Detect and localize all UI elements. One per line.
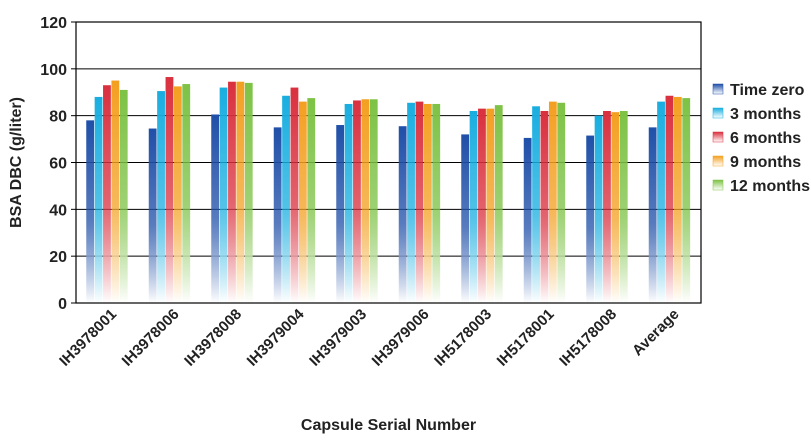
bar-IH3979004-3-months: [282, 95, 290, 303]
bar-IH3979006-time-zero: [398, 126, 407, 304]
legend-label: 6 months: [730, 130, 801, 147]
bar-IH3978008-3-months: [219, 87, 228, 303]
bar-IH5178008-6-months: [603, 110, 611, 303]
x-tick-label: Average: [629, 306, 682, 359]
bar-IH5178003-6-months: [478, 108, 486, 304]
bar-IH3979004-6-months: [290, 87, 299, 303]
bar-IH3979006-6-months: [415, 101, 424, 303]
y-tick-label: 20: [49, 249, 67, 266]
bar-IH3979006-12-months: [432, 103, 441, 303]
y-tick-label: 40: [49, 202, 67, 219]
bar-Average-9-months: [673, 96, 682, 303]
bar-IH5178008-3-months: [594, 115, 603, 304]
bar-IH3978006-6-months: [165, 77, 174, 303]
legend-swatch: [712, 155, 724, 167]
bar-IH3978008-6-months: [228, 81, 236, 304]
bar-IH5178003-time-zero: [461, 134, 470, 303]
bar-Average-time-zero: [648, 127, 657, 303]
legend: Time zero 3 months 6 months 9 months 12 mont…: [712, 82, 810, 195]
x-tick-label: IH3978008: [181, 306, 245, 370]
bar-IH3978001-3-months: [94, 96, 103, 303]
x-tick-label: IH3979006: [369, 306, 433, 370]
x-axis-label: Capsule Serial Number: [301, 417, 476, 434]
bar-IH3978006-9-months: [173, 86, 182, 303]
bar-IH3979004-12-months: [307, 98, 316, 304]
x-tick-label: IH5178003: [431, 306, 495, 370]
legend-swatch: [712, 107, 724, 119]
bar-IH3979006-3-months: [407, 102, 415, 303]
bar-IH5178001-3-months: [532, 106, 540, 303]
legend-label: Time zero: [730, 82, 805, 99]
x-tick-label: IH3979003: [306, 306, 370, 370]
bar-IH3979004-time-zero: [273, 127, 282, 303]
bar-IH3978001-9-months: [111, 80, 120, 304]
bar-IH3978006-time-zero: [148, 128, 157, 303]
bar-IH5178008-12-months: [619, 110, 628, 303]
y-tick-label: 120: [40, 15, 67, 32]
x-tick-label: IH3979004: [244, 305, 308, 369]
x-tick-label: IH5178001: [494, 306, 558, 370]
bar-IH3979003-12-months: [369, 99, 378, 304]
bar-IH3978006-12-months: [182, 84, 191, 303]
bar-IH5178003-3-months: [469, 110, 478, 303]
bar-Average-12-months: [682, 98, 691, 304]
bar-IH3978001-12-months: [119, 89, 128, 304]
bar-IH5178001-12-months: [557, 102, 566, 303]
bar-IH3979004-9-months: [298, 101, 307, 303]
bar-IH3978008-12-months: [244, 82, 253, 303]
bar-Average-3-months: [657, 101, 665, 303]
x-tick-label: IH5178008: [556, 306, 620, 370]
bar-IH3979006-9-months: [423, 103, 432, 303]
y-axis-ticks: 0 20 40 60 80 100 120: [40, 15, 76, 313]
legend-swatch: [712, 83, 724, 95]
bar-IH5178001-9-months: [548, 101, 557, 303]
bar-IH5178003-9-months: [486, 108, 495, 304]
bar-IH3979003-time-zero: [336, 125, 345, 304]
bar-IH3978008-9-months: [236, 81, 245, 304]
legend-swatch: [712, 131, 724, 143]
x-tick-label: IH3978006: [119, 306, 183, 370]
bar-IH3979003-6-months: [353, 100, 361, 303]
bar-IH3978006-3-months: [157, 91, 165, 304]
bar-IH3979003-3-months: [344, 103, 353, 303]
bar-IH5178001-time-zero: [523, 137, 532, 303]
bar-IH5178008-time-zero: [586, 135, 595, 303]
bar-IH3978001-6-months: [103, 85, 111, 303]
y-tick-label: 80: [49, 109, 67, 126]
y-tick-label: 60: [49, 156, 67, 173]
legend-label: 9 months: [730, 154, 801, 171]
bar-Average-6-months: [665, 95, 674, 303]
y-axis-label: BSA DBC (g/liter): [8, 97, 25, 228]
legend-label: 12 months: [730, 178, 810, 195]
x-tick-label: IH3978001: [56, 306, 120, 370]
bar-IH5178008-9-months: [611, 112, 620, 303]
bar-IH3978008-time-zero: [211, 114, 220, 303]
y-tick-label: 100: [40, 62, 67, 79]
legend-label: 3 months: [730, 106, 801, 123]
x-axis-ticks: IH3978001IH3978006IH3978008IH3979004IH39…: [56, 305, 682, 369]
y-tick-label: 0: [58, 296, 67, 313]
bar-IH5178001-6-months: [540, 110, 549, 303]
bar-IH5178003-12-months: [494, 105, 503, 303]
bar-IH3979003-9-months: [361, 99, 370, 304]
bar-IH3978001-time-zero: [86, 120, 95, 303]
legend-swatch: [712, 179, 724, 191]
bars: [86, 77, 691, 304]
